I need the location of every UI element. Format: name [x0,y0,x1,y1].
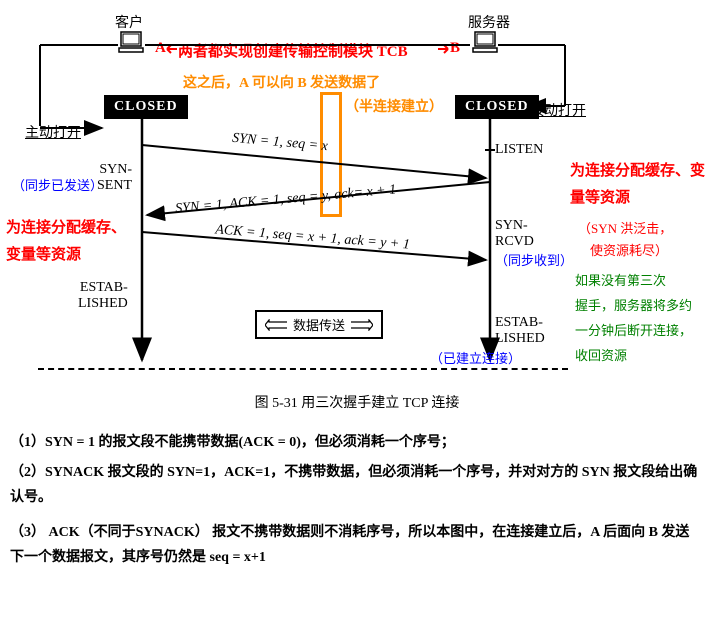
passive-open-label: 被动打开 [530,100,586,120]
data-transfer-label: 数据传送 [293,315,345,334]
half-conn-label-2: （半连接建立） [345,96,443,116]
dash-separator [38,368,568,370]
double-arrow-left-icon [265,319,289,331]
listen-state: LISTEN [495,142,543,158]
double-arrow-right-icon [349,319,373,331]
note-3: （3） ACK（不同于SYNACK） 报文不携带数据则不消耗序号，所以本图中，在… [10,520,700,570]
data-transfer-box: 数据传送 [255,310,383,339]
syn-msg: SYN = 1, seq = x [231,131,328,155]
tcb-annotation: 两者都实现创建传输控制模块 TCB [178,40,408,61]
half-conn-label-1: 这之后，A 可以向 B 发送数据了 [183,72,380,92]
figure-caption: 图 5-31 用三次握手建立 TCP 连接 [0,392,714,412]
tcb-arrow-left-icon [165,42,179,56]
client-computer-icon [118,30,144,54]
tcb-arrow-right-icon [436,42,450,56]
server-established-state: ESTAB- LISHED [495,315,545,347]
label-B: B [450,40,460,57]
no-third-2: 握手，服务器将多约 [575,295,692,314]
syn-rcvd-state: SYN- RCVD [495,218,534,250]
client-established-state: ESTAB- LISHED [78,280,128,312]
note-2: （2）SYNACK 报文段的 SYN=1，ACK=1，不携带数据，但必须消耗一个… [10,460,700,510]
active-open-label: 主动打开 [25,122,81,142]
sync-rcvd-note: （同步收到） [495,250,573,269]
alloc-res-right: 为连接分配缓存、变量等资源 [570,158,710,212]
server-label: 服务器 [468,12,510,32]
alloc-res-left: 为连接分配缓存、变量等资源 [6,215,136,269]
note-1: （1）SYN = 1 的报文段不能携带数据(ACK = 0)，但必须消耗一个序号… [10,430,700,455]
syn-flood-2: 使资源耗尽） [590,240,668,259]
ack-msg: ACK = 1, seq = x + 1, ack = y + 1 [215,222,411,253]
client-label: 客户 [115,12,143,32]
sync-sent-note: （同步已发送） [12,175,103,194]
synack-msg: SYN = 1, ACK = 1, seq = y, ack= x + 1 [175,182,397,217]
server-computer-icon [472,30,498,54]
no-third-4: 收回资源 [575,345,627,364]
syn-flood-1: （SYN 洪泛击， [578,218,672,237]
client-closed-state: CLOSED [104,95,188,119]
server-closed-state: CLOSED [455,95,539,119]
established-note: （已建立连接） [430,348,521,367]
no-third-1: 如果没有第三次 [575,270,666,289]
no-third-3: 一分钟后断开连接， [575,320,692,339]
